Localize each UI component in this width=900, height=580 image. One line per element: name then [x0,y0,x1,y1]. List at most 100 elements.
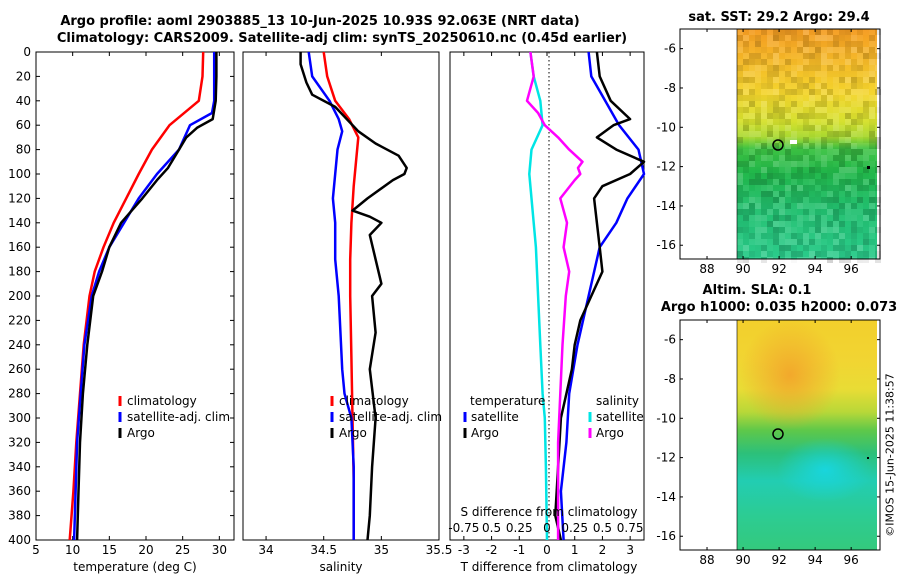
depth-tick-label: 380 [8,509,31,523]
depth-tick-label: 220 [8,313,31,327]
depth-tick-label: 80 [16,143,31,157]
series-line-t-argo [554,51,646,541]
legend-label-satellite: satellite-adj. clim [127,410,230,424]
temperature-panel: 0204060801001201401601802002202402602803… [8,45,644,574]
lat-tick-label: -16 [656,529,676,543]
sla-map-frame [679,319,881,551]
lon-tick-label: 94 [807,553,822,567]
s-tick-label: 0.25 [561,521,588,535]
temperature-x-axis: 5 10 15 20 25 30 [32,52,227,557]
depth-tick-label: 340 [8,460,31,474]
figure-title-line1: Argo profile: aoml 2903885_13 10-Jun-202… [60,14,580,29]
salinity-legend: climatology satellite-adj. clim Argo [330,394,442,440]
legend-label-s-argo: Argo [596,426,624,440]
series-line-satellite-adj-clim [72,52,216,541]
series-line-argo [75,52,218,541]
depth-tick-label: 360 [8,484,31,498]
lon-tick-label: 88 [699,553,714,567]
depth-tick-label: 0 [23,45,31,59]
s-tick-label: 0.5 [482,521,501,535]
s-difference-label: S difference from climatology [461,505,638,519]
sst-missing-pixel [790,140,797,144]
lat-tick-label: -10 [656,411,676,425]
sst-map-panel: 88 90 92 94 96 -6 -8 -10 -12 -14 -16 [656,28,881,276]
depth-tick-label: 40 [16,94,31,108]
series-line-s-argo [525,51,584,540]
sla-map-axes: 88 90 92 94 96 -6 -8 -10 -12 -14 -16 [656,320,880,567]
temperature-xlabel: temperature (deg C) [73,560,196,574]
series-line-satellite-adj-clim [307,51,355,540]
lat-tick-label: -14 [656,490,676,504]
legend-title-temperature: temperature [470,394,545,408]
temperature-series [68,51,218,541]
imos-timestamp: ©IMOS 15-Jun-2025 11:38:57 [883,373,897,537]
legend-title-salinity: salinity [596,394,639,408]
difference-legend-temperature: temperature satellite Argo [463,394,545,440]
x-tick-label: 35 [374,543,389,557]
lon-tick-label: 90 [735,262,750,276]
s-tick-label: 0.25 [506,521,533,535]
lon-tick-label: 88 [699,262,714,276]
x-tick-label: 35.5 [426,543,453,557]
legend-label-t-argo: Argo [471,426,499,440]
lat-tick-label: -8 [664,372,676,386]
lon-tick-label: 90 [735,553,750,567]
salinity-series [299,51,408,541]
depth-tick-label: 140 [8,216,31,230]
lon-tick-label: 96 [844,553,859,567]
x-tick-label: 0 [543,543,551,557]
x-tick-label: 34 [258,543,273,557]
sla-map-title-1: Altim. SLA: 0.1 [702,283,812,298]
lat-tick-label: -8 [664,81,676,95]
sla-argo-marker [772,428,784,440]
sst-map-frame [679,28,881,260]
series-line-argo [299,52,408,541]
lat-tick-label: -12 [656,451,676,465]
x-tick-label: 10 [65,543,80,557]
difference-x-axis: -3 -2 -1 0 1 2 3 [458,52,634,557]
x-tick-label: -1 [513,543,525,557]
legend-label-argo: Argo [339,426,367,440]
x-tick-label: 25 [175,543,190,557]
lon-tick-label: 92 [771,553,786,567]
sst-map-axes: 88 90 92 94 96 -6 -8 -10 -12 -14 -16 [656,29,880,276]
series-line-climatology [322,51,360,540]
depth-tick-label: 200 [8,289,31,303]
legend-label-argo: Argo [127,426,155,440]
depth-tick-label: 120 [8,191,31,205]
x-tick-label: -3 [458,543,470,557]
temperature-legend: climatology satellite-adj. clim Argo [118,394,230,440]
x-tick-label: 2 [599,543,607,557]
lon-tick-label: 94 [807,262,822,276]
figure-title-line2: Climatology: CARS2009. Satellite-adj cli… [56,31,628,46]
sst-argo-marker [772,139,784,151]
legend-label-s-satellite: satellite [596,410,644,424]
depth-tick-label: 180 [8,265,31,279]
series-line-s-satellite [528,51,549,541]
legend-label-satellite: satellite-adj. clim [339,410,442,424]
x-tick-label: 5 [32,543,40,557]
x-tick-label: 3 [626,543,634,557]
difference-legend-salinity: salinity satellite Argo [588,394,644,440]
lon-tick-label: 96 [844,262,859,276]
depth-tick-label: 240 [8,338,31,352]
sst-map-title: sat. SST: 29.2 Argo: 29.4 [688,10,870,25]
sla-high-anomaly [740,320,840,430]
salinity-panel: 34 34.5 35 35.5 salinity climatology satell… [242,51,453,574]
difference-panel: -3 -2 -1 0 1 2 3 T difference from climatology… [448,51,646,574]
depth-tick-label: 100 [8,167,31,181]
difference-xlabel: T difference from climatology [460,560,638,574]
lat-tick-label: -16 [656,238,676,252]
sla-low-anomaly [777,438,873,502]
lat-tick-label: -6 [664,42,676,56]
difference-axes-box [449,51,645,541]
lat-tick-label: -12 [656,160,676,174]
depth-tick-label: 160 [8,240,31,254]
sst-pixel-texture [737,29,881,263]
x-tick-label: 15 [102,543,117,557]
x-tick-label: 30 [212,543,227,557]
depth-tick-label: 20 [16,69,31,83]
s-tick-label: 0.75 [617,521,644,535]
depth-tick-label: 400 [8,533,31,547]
x-tick-label: 34.5 [310,543,337,557]
